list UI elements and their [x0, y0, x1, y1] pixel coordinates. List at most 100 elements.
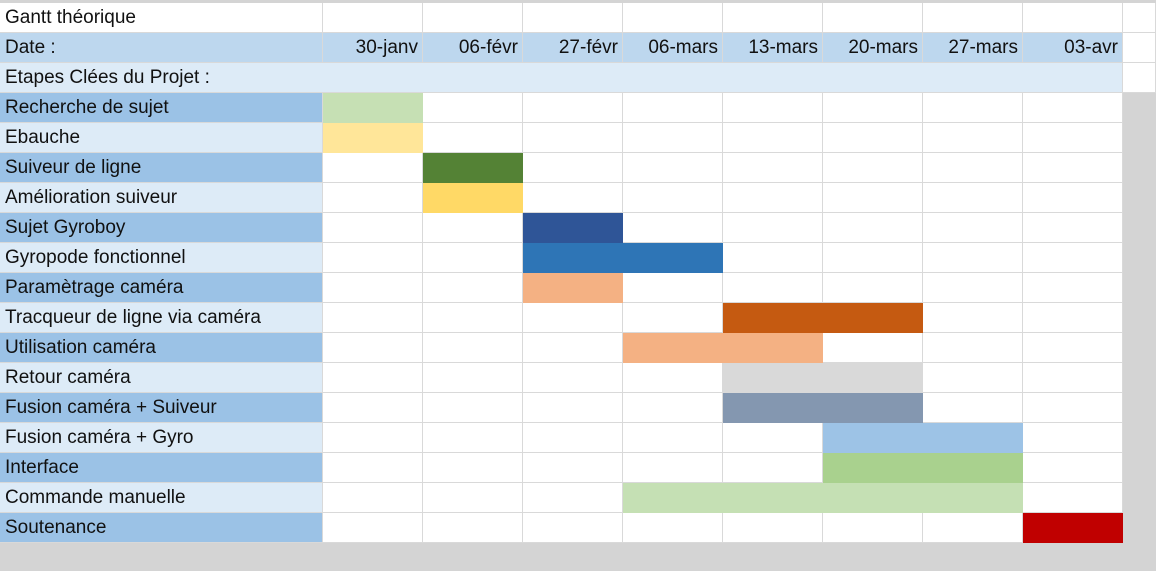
- grid-cell: [923, 273, 1023, 303]
- grid-cell: [323, 213, 423, 243]
- grid-cell: [523, 483, 623, 513]
- grid-cell: [623, 303, 723, 333]
- grid-cell: [423, 483, 523, 513]
- grid-cell: [823, 93, 923, 123]
- grid-cell: [723, 153, 823, 183]
- empty-cell: [423, 3, 523, 33]
- grid-cell: [1023, 453, 1123, 483]
- grid-cell: [523, 303, 623, 333]
- grid-cell: [523, 453, 623, 483]
- task-bar: [623, 483, 1023, 513]
- grid-cell: [523, 363, 623, 393]
- grid-cell: [1023, 303, 1123, 333]
- task-label: Ebauche: [0, 123, 323, 153]
- task-bar: [423, 183, 523, 213]
- grid-cell: [923, 153, 1023, 183]
- task-label: Commande manuelle: [0, 483, 323, 513]
- grid-cell: [923, 123, 1023, 153]
- grid-cell: [923, 333, 1023, 363]
- grid-cell: [623, 513, 723, 543]
- grid-cell: [523, 153, 623, 183]
- grid-cell: [323, 483, 423, 513]
- task-label: Soutenance: [0, 513, 323, 543]
- date-tick-label: 06-févr: [423, 33, 523, 63]
- grid-cell: [723, 93, 823, 123]
- grid-cell: [423, 213, 523, 243]
- task-bar: [423, 153, 523, 183]
- grid-cell: [923, 393, 1023, 423]
- task-label: Interface: [0, 453, 323, 483]
- empty-cell: [623, 3, 723, 33]
- grid-cell: [623, 273, 723, 303]
- grid-cell: [823, 123, 923, 153]
- grid-cell: [423, 303, 523, 333]
- grid-cell: [523, 123, 623, 153]
- grid-cell: [323, 303, 423, 333]
- task-label: Sujet Gyroboy: [0, 213, 323, 243]
- grid-cell: [623, 183, 723, 213]
- task-label: Gyropode fonctionnel: [0, 243, 323, 273]
- grid-cell: [1023, 363, 1123, 393]
- grid-cell: [1023, 93, 1123, 123]
- task-label: Suiveur de ligne: [0, 153, 323, 183]
- grid-cell: [623, 213, 723, 243]
- date-tick-label: 13-mars: [723, 33, 823, 63]
- task-label: Amélioration suiveur: [0, 183, 323, 213]
- grid-cell: [323, 183, 423, 213]
- grid-cell: [423, 423, 523, 453]
- grid-cell: [323, 333, 423, 363]
- task-label: Tracqueur de ligne via caméra: [0, 303, 323, 333]
- grid-cell: [723, 243, 823, 273]
- grid-cell: [723, 183, 823, 213]
- empty-cell: [523, 3, 623, 33]
- grid-cell: [923, 363, 1023, 393]
- date-tick-label: 06-mars: [623, 33, 723, 63]
- grid-cell: [1023, 273, 1123, 303]
- grid-cell: [823, 333, 923, 363]
- grid-cell: [1023, 183, 1123, 213]
- grid-cell: [423, 333, 523, 363]
- empty-cell: [323, 3, 423, 33]
- grid-cell: [323, 423, 423, 453]
- grid-cell: [923, 243, 1023, 273]
- task-label: Recherche de sujet: [0, 93, 323, 123]
- task-bar: [523, 213, 623, 243]
- grid-cell: [1023, 393, 1123, 423]
- empty-cell: [1123, 33, 1156, 63]
- grid-cell: [1023, 153, 1123, 183]
- empty-cell: [1123, 63, 1156, 93]
- grid-cell: [623, 423, 723, 453]
- gantt-sheet: Gantt théorique Date :30-janv 06-févr 27-fé…: [0, 3, 1156, 543]
- empty-cell: [923, 3, 1023, 33]
- empty-cell: [823, 3, 923, 33]
- empty-cell: [1123, 3, 1156, 33]
- task-bar: [723, 363, 923, 393]
- grid-cell: [623, 153, 723, 183]
- grid-cell: [523, 513, 623, 543]
- grid-cell: [723, 423, 823, 453]
- grid-cell: [923, 213, 1023, 243]
- grid-cell: [523, 183, 623, 213]
- date-tick-label: 03-avr: [1023, 33, 1123, 63]
- grid-cell: [323, 273, 423, 303]
- sheet-background-right: [1123, 93, 1156, 571]
- grid-cell: [1023, 213, 1123, 243]
- grid-cell: [323, 153, 423, 183]
- task-bar: [323, 93, 423, 123]
- sheet-background-bottom: [0, 543, 1156, 571]
- empty-cell: [1023, 3, 1123, 33]
- task-bar: [823, 453, 1023, 483]
- grid-cell: [523, 393, 623, 423]
- section-label: Etapes Clées du Projet :: [0, 63, 1123, 93]
- grid-cell: [1023, 333, 1123, 363]
- grid-cell: [323, 453, 423, 483]
- task-bar: [823, 423, 1023, 453]
- grid-cell: [323, 393, 423, 423]
- grid-cell: [423, 513, 523, 543]
- grid-cell: [723, 213, 823, 243]
- grid-cell: [1023, 243, 1123, 273]
- date-tick-label: 27-mars: [923, 33, 1023, 63]
- task-bar: [523, 243, 723, 273]
- grid-cell: [623, 363, 723, 393]
- task-bar: [723, 393, 923, 423]
